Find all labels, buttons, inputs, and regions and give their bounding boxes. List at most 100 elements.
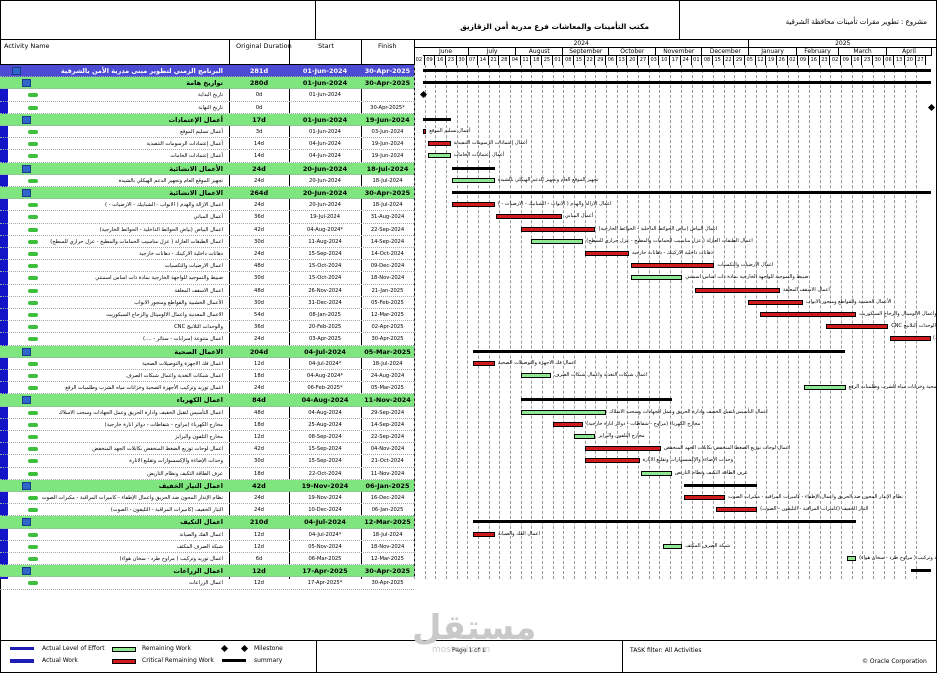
critical-bar[interactable] (427, 141, 451, 147)
critical-bar[interactable] (825, 324, 889, 330)
table-row[interactable]: اعمال فك الاجهزة والتوصيلات الصحية 12d 04-… (0, 358, 414, 370)
table-row[interactable]: مخارج الكهرباء (مراوح - شفاطات - دوائر ا… (0, 419, 414, 431)
table-row[interactable]: أعمال إعتمادات الخامات 14d 04-Jun-2024 19-J… (0, 150, 414, 163)
grid-line (531, 65, 533, 579)
table-row[interactable]: والوحدات التلانيج CNC 36d 20-Feb-2025 02-Ap… (0, 321, 414, 334)
wbs-row[interactable]: اعمال الزراعات 12d 17-Apr-2025 30-Apr-2025 (0, 565, 414, 578)
critical-bar[interactable] (715, 507, 758, 513)
table-row[interactable]: اعمال الزراعات 12d 17-Apr-2025* 30-Apr-2025 (0, 577, 414, 590)
table-row[interactable]: تجهيز الموقع العام وتجهيز الدعم الهيكلي … (0, 175, 414, 187)
milestone-marker[interactable] (927, 103, 935, 111)
remaining-bar[interactable] (574, 434, 596, 439)
critical-bar[interactable] (452, 202, 495, 208)
table-row[interactable]: تاريخ النهاية 0d 30-Apr-2025* (0, 102, 414, 114)
table-row[interactable]: وحدات الإضاءة والإكسسوارات وتقليع الانار… (0, 455, 414, 468)
summary-bar[interactable] (423, 117, 451, 121)
table-row[interactable]: أعمال إعتمادات الرسومات التنفيذية 14d 04-J… (0, 138, 414, 151)
table-row[interactable]: اعمال الارضيات والتكسيات 48d 15-Oct-2024 09… (0, 260, 414, 273)
table-row[interactable]: ضبيط والتموجيد للواجهة الخارجية بمادة ذا… (0, 272, 414, 285)
wbs-row[interactable]: البرنامج الزمني لتطوير مبنى مدرية الأمن … (0, 65, 414, 78)
wbs-row[interactable]: الأعمال الانشائية 24d 20-Jun-2024 18-Jul-20… (0, 162, 414, 175)
table-row[interactable]: نظام الإنذار المحون ضد الحريق واعمال الإ… (0, 492, 414, 505)
week-label: 27 (916, 56, 927, 65)
critical-bar[interactable] (473, 531, 495, 537)
critical-bar[interactable] (747, 299, 803, 305)
critical-bar[interactable] (473, 360, 495, 366)
table-row[interactable]: اعمال الفك والصيانة 12d 04-Jul-2024* 18-Jul… (0, 529, 414, 541)
table-row[interactable]: شبكة الصرف المكثف 12d 05-Nov-2024 18-Nov-20… (0, 541, 414, 553)
summary-bar[interactable] (911, 569, 931, 573)
table-row[interactable]: اعمال توريد وتركيب ( مراوح طرد - سخان هو… (0, 553, 414, 566)
table-row[interactable]: الاعمال المعدنية واعمال الالوميتال والزج… (0, 309, 414, 322)
table-row[interactable]: اعمال التأسيس لتقيل الخفيف وادارة الحريق… (0, 407, 414, 419)
table-row[interactable]: اعمال البياض (بياض الحوائط الداخلية - ال… (0, 224, 414, 236)
remaining-bar[interactable] (630, 275, 683, 281)
summary-bar[interactable] (423, 81, 931, 85)
critical-bar[interactable] (694, 287, 780, 293)
summary-bar[interactable] (473, 349, 846, 353)
wbs-row[interactable]: اعمال الكهرباء 84d 04-Aug-2024 11-Nov-2024 (0, 394, 414, 407)
week-label: 01 (553, 56, 564, 65)
critical-bar[interactable] (584, 251, 629, 256)
remaining-bar[interactable] (804, 385, 846, 391)
summary-bar[interactable] (423, 69, 931, 72)
table-row[interactable]: اعمال الازالة والهدم ( الابواب - الشبابي… (0, 199, 414, 212)
milestone-marker[interactable] (420, 91, 428, 99)
table-row[interactable]: تاريخ البداية 0d 01-Jun-2024 (0, 89, 414, 102)
remaining-bar[interactable] (847, 556, 857, 561)
wbs-row[interactable]: الاعمال الصحية 204d 04-Jul-2024 05-Mar-2025 (0, 345, 414, 358)
wbs-row[interactable]: تواريخ هامة 280d 01-Jun-2024 30-Apr-2025 (0, 77, 414, 90)
summary-bar[interactable] (473, 520, 857, 524)
grid-line (563, 65, 565, 579)
critical-bar[interactable] (423, 129, 427, 134)
col-original-duration[interactable]: Original Duration (236, 42, 292, 50)
duration-cell: 48d (254, 287, 264, 294)
table-row[interactable]: التيار الخفيف (كاميرات المراقبة - التليف… (0, 504, 414, 517)
summary-bar[interactable] (452, 166, 495, 170)
critical-bar[interactable] (496, 214, 562, 220)
critical-bar[interactable] (630, 263, 715, 269)
wbs-row[interactable]: أعمال الإعتمادات 17d 01-Jun-2024 19-Jun-202… (0, 113, 414, 126)
table-row[interactable]: اعمال الطبقات العازلة ( عزل مناسيب الحما… (0, 236, 414, 248)
wbs-row[interactable]: اعمال التيار الخفيف 42d 19-Nov-2024 06-Jan-… (0, 479, 414, 492)
table-row[interactable]: أعمال المباني 36d 19-Jul-2024 31-Aug-2024 (0, 211, 414, 224)
table-row[interactable]: اعمال توريد وتركيب الأجهزة الصحية وخزانا… (0, 382, 414, 395)
table-row[interactable]: اعمال الاسقف المعلقة 48d 26-Nov-2024 21-Jan… (0, 285, 414, 297)
remaining-bar[interactable] (427, 153, 451, 159)
remaining-bar[interactable] (531, 238, 584, 244)
col-start[interactable]: Start (318, 42, 334, 50)
summary-bar[interactable] (452, 191, 931, 194)
wbs-row[interactable]: الاعمال الانشائية 264d 20-Jun-2024 30-Apr-2… (0, 187, 414, 200)
critical-bar[interactable] (584, 458, 640, 464)
table-row[interactable]: اعمال متنوعة (سرايات - ستائر - ....) 24d 0… (0, 333, 414, 346)
critical-bar[interactable] (889, 336, 931, 342)
summary-bar[interactable] (520, 398, 672, 402)
table-row[interactable]: عرف الطاقة التكيف ونظام التاريض 18d 22-Oct… (0, 468, 414, 480)
critical-bar[interactable] (683, 495, 726, 500)
table-row[interactable]: اعمال لوحات توزيع الضغط المنخفض بكابلات … (0, 443, 414, 456)
remaining-bar[interactable] (520, 373, 552, 378)
table-row[interactable]: أعمال تسليم الموقع 3d 01-Jun-2024 03-Jun-20… (0, 126, 414, 139)
finish-cell: 06-Jan-2025 (371, 507, 404, 514)
remaining-bar[interactable] (641, 470, 672, 476)
col-activity-name[interactable]: Activity Name (4, 42, 50, 50)
col-finish[interactable]: Finish (378, 42, 397, 50)
critical-bar[interactable] (520, 226, 596, 232)
bar-label: مخارج التلفون والبرايز (598, 433, 645, 439)
wbs-row[interactable]: اعمال التكيف 210d 04-Jul-2024 12-Mar-2025 (0, 516, 414, 529)
remaining-bar[interactable] (520, 409, 607, 415)
table-row[interactable]: مخارج التلفون والبرايز 12d 08-Sep-2024 22-S… (0, 431, 414, 444)
critical-bar[interactable] (584, 446, 661, 452)
grid-line (819, 65, 821, 579)
duration-cell: 36d (254, 324, 264, 331)
bar-label: أعمال إعتمادات الخامات (453, 152, 505, 159)
remaining-bar[interactable] (452, 177, 495, 183)
summary-bar[interactable] (683, 483, 758, 487)
duration-cell: 30d (254, 299, 264, 306)
table-row[interactable]: الأعمال الخشبية والقواطع ومنجور الابواب 3… (0, 297, 414, 309)
table-row[interactable]: اعمال شبكات التغذية واعمال شبكات الصرف 18… (0, 370, 414, 383)
critical-bar[interactable] (760, 312, 857, 317)
remaining-bar[interactable] (662, 543, 683, 549)
table-row[interactable]: دهانات داخلية الاركيتك - دهانات خارجية 24… (0, 248, 414, 261)
critical-bar[interactable] (552, 421, 584, 427)
